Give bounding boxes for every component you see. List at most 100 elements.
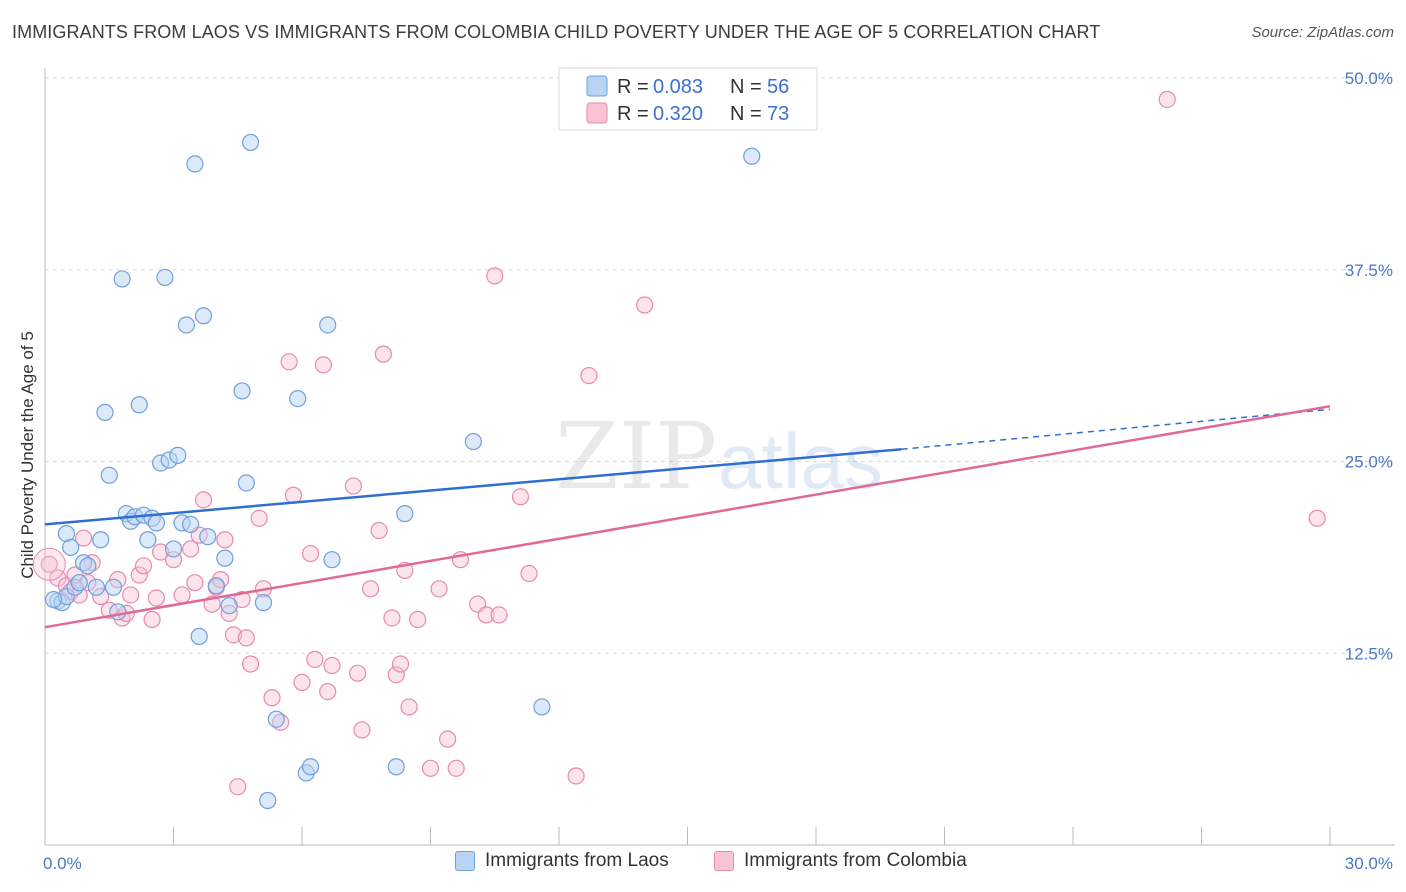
colombia-point	[314, 356, 333, 374]
colombia-point	[1308, 509, 1326, 527]
colombia-point	[636, 296, 654, 314]
y-tick-label: 37.5%	[1345, 261, 1393, 280]
colombia-point	[374, 345, 392, 363]
legend-laos-r-label: R =	[617, 76, 649, 98]
laos-point	[216, 549, 234, 567]
laos-point	[104, 578, 123, 596]
laos-point	[100, 466, 118, 484]
laos-point	[87, 578, 106, 596]
colombia-point	[319, 682, 337, 701]
laos-points	[44, 133, 761, 810]
colombia-point	[280, 353, 298, 371]
colombia-point	[237, 629, 255, 647]
grid-lines	[45, 77, 1395, 654]
colombia-point	[216, 531, 234, 549]
laos-point	[139, 531, 157, 549]
colombia-point	[430, 580, 448, 598]
laos-point	[199, 528, 217, 546]
laos-point	[237, 474, 255, 492]
laos-point	[147, 514, 165, 532]
colombia-point	[387, 666, 405, 684]
y-axis-title: Child Poverty Under the Age of 5	[18, 331, 37, 579]
colombia-point	[344, 477, 362, 495]
colombia-trend-line	[44, 405, 1331, 629]
colombia-point	[32, 547, 66, 581]
laos-point	[233, 382, 251, 400]
laos-point	[194, 307, 213, 325]
laos-point	[207, 577, 225, 595]
legend-item-colombia[interactable]: Immigrants from Colombia	[714, 850, 967, 872]
legend-laos-swatch	[586, 75, 608, 97]
colombia-point	[421, 759, 440, 777]
legend-laos-n-value: 56	[767, 76, 789, 98]
laos-point	[259, 791, 277, 810]
watermark-atlas: atlas	[718, 417, 883, 505]
colombia-point	[383, 609, 401, 627]
watermark: ZIP atlas	[555, 403, 883, 510]
colombia-point	[306, 650, 324, 668]
legend-item-colombia-label: Immigrants from Colombia	[744, 850, 967, 871]
laos-trend-extension	[901, 408, 1331, 450]
series-legend: Immigrants from Laos Immigrants from Col…	[0, 850, 1406, 880]
y-tick-label: 12.5%	[1345, 644, 1393, 663]
laos-point	[169, 446, 187, 464]
laos-point	[70, 574, 88, 592]
colombia-point	[323, 656, 341, 675]
laos-point	[319, 316, 337, 334]
colombia-point	[391, 655, 410, 673]
laos-point	[242, 133, 260, 152]
colombia-point	[580, 366, 598, 385]
colombia-point	[194, 491, 213, 509]
legend-colombia-n-label: N =	[730, 103, 762, 125]
colombia-point	[400, 698, 418, 716]
colombia-point	[147, 589, 165, 607]
x-tick-label: 30.0%	[1345, 854, 1393, 873]
colombia-point	[130, 566, 148, 584]
correlation-legend: R = 0.083 N = 56 R = 0.320 N = 73	[558, 67, 818, 131]
laos-point	[156, 268, 174, 287]
colombia-point	[353, 721, 371, 739]
colombia-point	[229, 778, 247, 796]
laos-point	[220, 597, 238, 615]
colombia-point	[301, 544, 320, 563]
laos-point	[743, 147, 761, 165]
laos-point	[254, 594, 273, 612]
colombia-point	[134, 557, 153, 575]
colombia-point	[173, 586, 191, 604]
colombia-point	[447, 759, 465, 777]
laos-point	[79, 557, 97, 575]
legend-item-colombia-swatch	[714, 851, 734, 871]
laos-point	[62, 538, 80, 557]
laos-point	[96, 403, 114, 422]
colombia-point	[349, 664, 367, 682]
legend-colombia-r-value: 0.320	[653, 103, 703, 125]
laos-point	[92, 531, 110, 549]
laos-point	[464, 432, 482, 451]
chart-title: IMMIGRANTS FROM LAOS VS IMMIGRANTS FROM …	[12, 22, 1101, 42]
laos-point	[113, 270, 131, 288]
laos-point	[533, 698, 551, 716]
laos-point	[301, 758, 320, 776]
colombia-point	[263, 689, 281, 707]
colombia-point	[567, 767, 585, 785]
laos-point	[186, 155, 204, 173]
x-tick-label: 0.0%	[43, 854, 82, 873]
colombia-point	[520, 564, 538, 583]
colombia-point	[370, 521, 388, 540]
legend-laos-n-label: N =	[730, 76, 762, 98]
legend-item-laos-swatch	[455, 851, 475, 871]
colombia-point	[486, 267, 504, 285]
colombia-point	[186, 574, 204, 592]
y-tick-labels: 12.5% 25.0% 37.5% 50.0%	[1345, 69, 1393, 663]
colombia-point	[224, 626, 243, 644]
colombia-point	[490, 606, 508, 624]
source-label: Source: ZipAtlas.com	[1251, 24, 1394, 41]
laos-point	[323, 551, 341, 569]
laos-point	[109, 603, 127, 621]
y-tick-label: 25.0%	[1345, 453, 1393, 472]
colombia-point	[293, 673, 311, 691]
laos-point	[387, 758, 405, 776]
legend-item-laos[interactable]: Immigrants from Laos	[455, 850, 669, 872]
legend-laos-r-value: 0.083	[653, 76, 703, 98]
